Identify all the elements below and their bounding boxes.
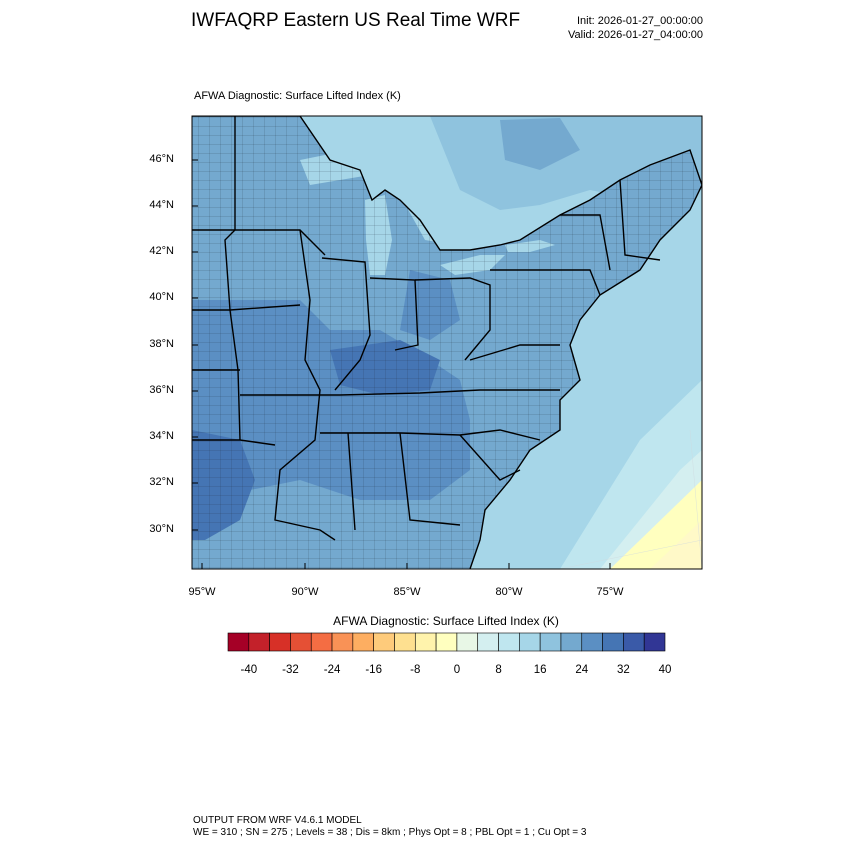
colorbar-swatch [227, 632, 250, 652]
colorbar-tick-label: -24 [323, 664, 341, 676]
lat-label-38n: 38°N [149, 338, 174, 350]
colorbar-tick-label: 40 [658, 664, 672, 676]
field-subtitle: AFWA Diagnostic: Surface Lifted Index (K… [194, 90, 401, 102]
state-borders [192, 116, 702, 569]
lat-label-30n: 30°N [149, 523, 174, 535]
colorbar-swatch [643, 632, 666, 652]
lat-label-40n: 40°N [149, 291, 174, 303]
colorbar-swatch [498, 632, 520, 652]
lat-label-46n: 46°N [149, 153, 174, 165]
lon-label-80w: 80°W [495, 586, 523, 598]
init-valid-times: Init: 2026-01-27_00:00:00 Valid: 2026-01… [568, 14, 703, 42]
lat-ticks [192, 159, 198, 531]
colorbar-swatch [435, 632, 458, 652]
lon-label-75w: 75°W [596, 586, 624, 598]
colorbar-tick-label: 24 [575, 664, 589, 676]
model-footer: OUTPUT FROM WRF V4.6.1 MODEL WE = 310 ; … [193, 815, 586, 839]
colorbar-tick-label: -8 [410, 664, 421, 676]
init-time: Init: 2026-01-27_00:00:00 [577, 15, 703, 27]
colorbar-tick-label: 8 [495, 664, 502, 676]
lat-label-36n: 36°N [149, 384, 174, 396]
colorbar-swatch [477, 632, 499, 652]
colorbar-swatch [290, 632, 312, 652]
colorbar-tick-label: 32 [616, 664, 630, 676]
colorbar-swatch [623, 632, 645, 652]
lat-label-34n: 34°N [149, 430, 174, 442]
plot-title: IWFAQRP Eastern US Real Time WRF [191, 10, 521, 31]
colorbar-swatch [373, 632, 395, 652]
colorbar-tick-label: 0 [453, 664, 461, 676]
lon-label-85w: 85°W [393, 586, 421, 598]
colorbar-tick-label: -32 [282, 664, 299, 676]
colorbar-swatch [414, 632, 437, 652]
colorbar-swatch [248, 632, 270, 652]
colorbar-swatch [310, 632, 333, 652]
colorbar-swatch [394, 632, 416, 652]
colorbar-tick-label: -16 [365, 664, 382, 676]
lon-label-90w: 90°W [291, 586, 319, 598]
colorbar-swatch [602, 632, 624, 652]
colorbar-title: AFWA Diagnostic: Surface Lifted Index (K… [333, 614, 559, 628]
footer-line-1: OUTPUT FROM WRF V4.6.1 MODEL [193, 815, 362, 826]
colorbar-tick-label: -40 [240, 664, 258, 676]
map-frame [191, 115, 703, 570]
colorbar-swatch [560, 632, 583, 652]
colorbar-tick-label: 16 [533, 664, 547, 676]
lat-label-42n: 42°N [149, 245, 174, 257]
footer-line-2: WE = 310 ; SN = 275 ; Levels = 38 ; Dis … [193, 827, 587, 838]
lat-label-44n: 44°N [149, 199, 174, 211]
lon-ticks [201, 563, 611, 569]
colorbar-swatch [539, 632, 562, 652]
colorbar [227, 632, 666, 652]
map-fill [192, 116, 702, 569]
colorbar-swatch [581, 632, 603, 652]
colorbar-swatch [269, 632, 291, 652]
colorbar-swatch [352, 632, 374, 652]
colorbar-swatch [456, 632, 479, 652]
colorbar-swatch [331, 632, 354, 652]
lon-label-95w: 95°W [188, 586, 216, 598]
lat-label-32n: 32°N [149, 476, 174, 488]
colorbar-swatch [519, 632, 541, 652]
valid-time: Valid: 2026-01-27_04:00:00 [568, 29, 703, 41]
